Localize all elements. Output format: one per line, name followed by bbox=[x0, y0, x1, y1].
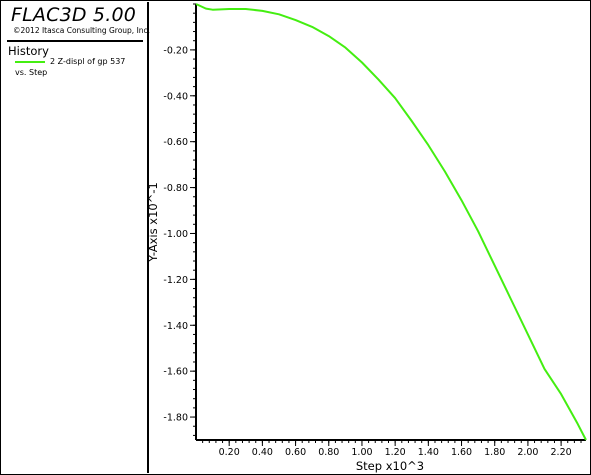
x-tick-label: 1.20 bbox=[385, 447, 406, 458]
x-tick-label: 1.00 bbox=[351, 447, 372, 458]
y-tick-label: -0.80 bbox=[163, 183, 188, 194]
legend-series-label: 2 Z-displ of gp 537 bbox=[50, 57, 126, 66]
app-title: FLAC3D 5.00 bbox=[11, 4, 137, 26]
y-tick-label: -0.40 bbox=[163, 91, 188, 102]
x-tick-label: 2.20 bbox=[551, 447, 572, 458]
y-axis-title: Y-Axis x10^-1 bbox=[146, 182, 160, 263]
y-tick-label: -1.60 bbox=[163, 367, 188, 378]
history-heading: History bbox=[8, 44, 49, 58]
x-tick-label: 1.80 bbox=[484, 447, 505, 458]
x-tick-label: 0.60 bbox=[285, 447, 306, 458]
copyright-text: ©2012 Itasca Consulting Group, Inc. bbox=[13, 26, 151, 35]
x-tick-label: 0.20 bbox=[219, 447, 240, 458]
legend-panel: FLAC3D 5.00 ©2012 Itasca Consulting Grou… bbox=[2, 2, 151, 473]
y-tick-label: -1.20 bbox=[163, 275, 188, 286]
y-tick-label: -1.00 bbox=[163, 229, 188, 240]
y-tick-label: -1.40 bbox=[163, 321, 188, 332]
y-tick-label: -0.60 bbox=[163, 137, 188, 148]
x-tick-label: 2.00 bbox=[517, 447, 538, 458]
series-color-swatch bbox=[15, 61, 45, 63]
x-axis-title: Step x10^3 bbox=[356, 459, 424, 473]
x-tick-label: 0.40 bbox=[252, 447, 273, 458]
x-tick-label: 1.60 bbox=[451, 447, 472, 458]
series-line bbox=[195, 3, 587, 441]
y-tick-label: -0.20 bbox=[163, 45, 188, 56]
x-tick-label: 0.80 bbox=[318, 447, 339, 458]
legend-divider bbox=[7, 40, 143, 42]
x-tick-label: 1.40 bbox=[418, 447, 439, 458]
y-tick-label: -1.80 bbox=[163, 413, 188, 424]
legend-series-sublabel: vs. Step bbox=[15, 68, 48, 77]
